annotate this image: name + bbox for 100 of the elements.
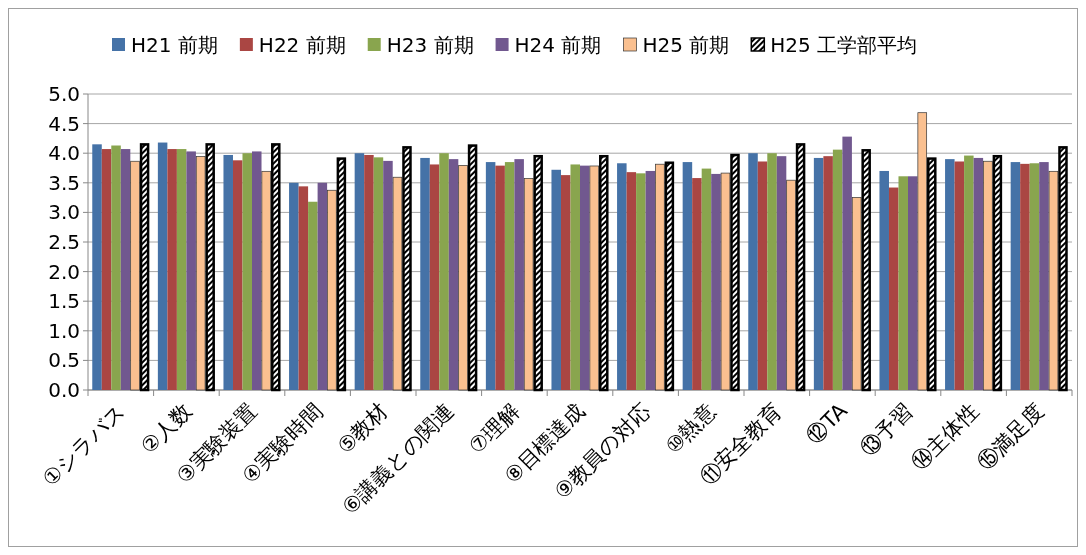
y-tick-label: 4.5 (48, 111, 80, 136)
bar (861, 149, 871, 392)
bar (795, 143, 806, 392)
bar (655, 163, 665, 391)
legend-label: H25 前期 (642, 33, 730, 57)
bar (429, 164, 440, 390)
bar (364, 154, 374, 390)
bar (261, 170, 272, 391)
bar (730, 153, 740, 392)
bar (420, 157, 430, 390)
legend-label: H21 前期 (131, 33, 218, 57)
bar (514, 159, 524, 390)
bar (973, 157, 984, 390)
bar (327, 189, 337, 391)
bar (832, 149, 843, 390)
bar (289, 182, 299, 390)
bar (130, 160, 140, 391)
bar (298, 186, 309, 390)
legend-label: H23 前期 (386, 33, 474, 57)
bar (392, 176, 403, 391)
bar (271, 143, 281, 392)
bar (927, 157, 937, 392)
bar (467, 144, 478, 392)
bar (458, 165, 468, 391)
bar (964, 155, 974, 390)
legend-label: H22 前期 (258, 33, 346, 57)
bar (92, 144, 102, 390)
bar (120, 149, 131, 390)
bar (308, 201, 318, 390)
bar (223, 154, 233, 390)
bar (636, 173, 646, 390)
y-tick-label: 1.0 (48, 318, 80, 343)
bar (139, 143, 150, 392)
bar (1058, 146, 1068, 392)
bar (523, 178, 534, 391)
bar (533, 154, 543, 392)
bar (898, 176, 908, 390)
bar (1029, 163, 1040, 390)
bar (851, 197, 862, 391)
bar (336, 157, 347, 392)
bar (1039, 162, 1049, 390)
legend-label: H24 前期 (514, 33, 602, 57)
bar (711, 173, 721, 390)
bar (748, 153, 758, 390)
bar (252, 151, 262, 390)
legend-label: H25 工学部平均 (770, 33, 918, 57)
bar (786, 179, 796, 391)
y-tick-label: 4.0 (48, 141, 80, 166)
bar (776, 156, 787, 390)
bar (495, 165, 505, 390)
bar (242, 153, 252, 390)
bar (232, 160, 243, 390)
bar (599, 154, 609, 392)
bar (908, 176, 918, 390)
bar (580, 165, 590, 390)
bar (157, 142, 168, 390)
bar (692, 178, 702, 390)
bar (570, 164, 580, 390)
bar (317, 182, 328, 390)
bar (504, 162, 515, 390)
y-tick-label: 0.5 (48, 348, 80, 373)
bar (954, 161, 965, 390)
bar (813, 157, 824, 390)
bar (842, 136, 852, 390)
bar (720, 172, 731, 391)
bar (167, 149, 177, 390)
bar (992, 154, 1003, 392)
bar (757, 161, 768, 390)
bar (195, 156, 206, 391)
bar (767, 153, 777, 390)
bar (101, 149, 112, 390)
bar (983, 160, 993, 391)
bar (205, 143, 215, 392)
y-tick-label: 3.0 (48, 200, 80, 225)
bar (448, 159, 459, 390)
bar (626, 172, 637, 390)
bar (888, 187, 899, 390)
bar (402, 146, 412, 392)
bar (354, 153, 365, 390)
bar (617, 163, 627, 390)
bar (485, 162, 496, 390)
bar (1010, 162, 1021, 390)
y-tick-label: 2.5 (48, 230, 80, 254)
bar (111, 145, 121, 390)
bar (879, 170, 889, 390)
bar (383, 160, 393, 390)
y-tick-label: 3.5 (48, 170, 80, 195)
bar (823, 156, 833, 390)
y-tick-label: 5.0 (48, 82, 80, 106)
bar (917, 112, 928, 391)
bar (551, 169, 561, 390)
y-tick-label: 2.0 (48, 259, 80, 284)
bar (439, 153, 449, 390)
bar (176, 149, 187, 390)
bar (560, 175, 571, 390)
bar (186, 151, 196, 390)
bar (682, 162, 693, 390)
y-tick-label: 1.5 (48, 289, 80, 314)
bar (589, 165, 600, 391)
bar (373, 157, 384, 390)
